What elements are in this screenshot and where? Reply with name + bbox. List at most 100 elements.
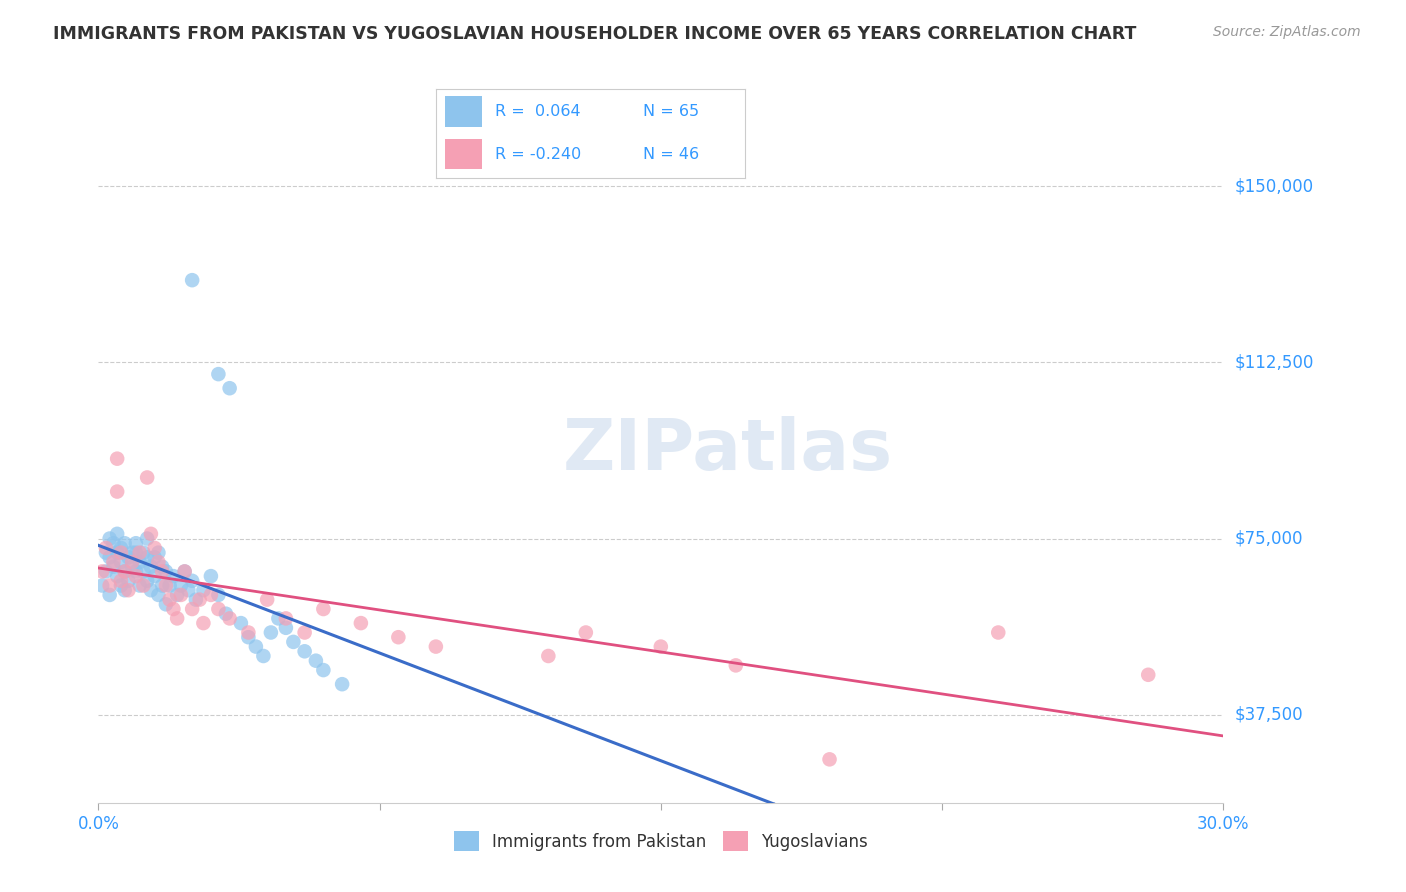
Point [136,470,159,484]
Point [114,565,136,579]
Point [98,588,121,602]
Point [173,565,195,579]
Point [162,569,184,583]
Point [177,583,200,598]
Point [117,550,139,565]
Point [200,588,222,602]
Point [125,546,148,560]
Point [148,555,170,569]
Point [121,546,143,560]
Point [987,625,1010,640]
Point [256,592,278,607]
Point [170,588,193,602]
Point [125,569,148,583]
Point [98,550,121,565]
Point [143,550,166,565]
Point [98,532,121,546]
Point [128,546,150,560]
Point [105,546,128,560]
Point [184,592,207,607]
Text: $37,500: $37,500 [1234,706,1303,723]
Point [139,559,162,574]
Point [166,588,188,602]
Point [188,592,211,607]
Point [125,536,148,550]
Point [305,654,328,668]
Point [173,565,195,579]
Point [312,602,335,616]
Point [181,574,204,588]
Point [245,640,267,654]
Point [218,611,240,625]
Point [312,663,335,677]
Point [181,273,204,287]
Point [159,578,181,592]
Point [136,532,159,546]
Point [148,588,170,602]
Point [387,630,409,644]
Point [155,597,177,611]
Point [267,611,290,625]
Point [139,526,162,541]
Point [215,607,238,621]
Point [143,569,166,583]
Point [105,484,128,499]
Point [218,381,240,395]
Point [110,541,132,555]
Text: R =  0.064: R = 0.064 [495,104,581,119]
Point [274,611,297,625]
Point [105,526,128,541]
Point [724,658,747,673]
Point [260,625,283,640]
Point [98,578,121,592]
Point [159,592,181,607]
Point [132,546,155,560]
Point [136,574,159,588]
Point [117,574,139,588]
Point [155,565,177,579]
Point [117,583,139,598]
Point [238,625,260,640]
Point [121,559,143,574]
Point [537,648,560,663]
Text: $112,500: $112,500 [1234,353,1313,371]
Point [110,578,132,592]
Point [818,752,841,766]
Point [110,574,132,588]
Point [132,578,155,592]
Point [128,555,150,569]
Text: $150,000: $150,000 [1234,178,1313,195]
Text: Source: ZipAtlas.com: Source: ZipAtlas.com [1213,25,1361,39]
Text: R = -0.240: R = -0.240 [495,147,581,161]
Legend: Immigrants from Pakistan, Yugoslavians: Immigrants from Pakistan, Yugoslavians [447,824,875,858]
Point [105,451,128,466]
Point [238,630,260,644]
Point [148,546,170,560]
Point [114,565,136,579]
Point [121,555,143,569]
Point [110,546,132,560]
Point [105,569,128,583]
Point [155,578,177,592]
Point [103,555,125,569]
Point [150,578,173,592]
Point [139,583,162,598]
Point [650,640,672,654]
Point [207,602,229,616]
Point [252,648,274,663]
Text: N = 46: N = 46 [643,147,699,161]
Point [114,583,136,598]
Point [575,625,598,640]
Bar [446,96,482,127]
Point [229,616,252,631]
Point [274,621,297,635]
Point [1137,667,1160,681]
Point [425,640,447,654]
Text: N = 65: N = 65 [643,104,699,119]
Point [94,541,117,555]
Point [150,559,173,574]
Point [110,555,132,569]
Point [200,569,222,583]
Point [181,602,204,616]
Point [166,611,188,625]
